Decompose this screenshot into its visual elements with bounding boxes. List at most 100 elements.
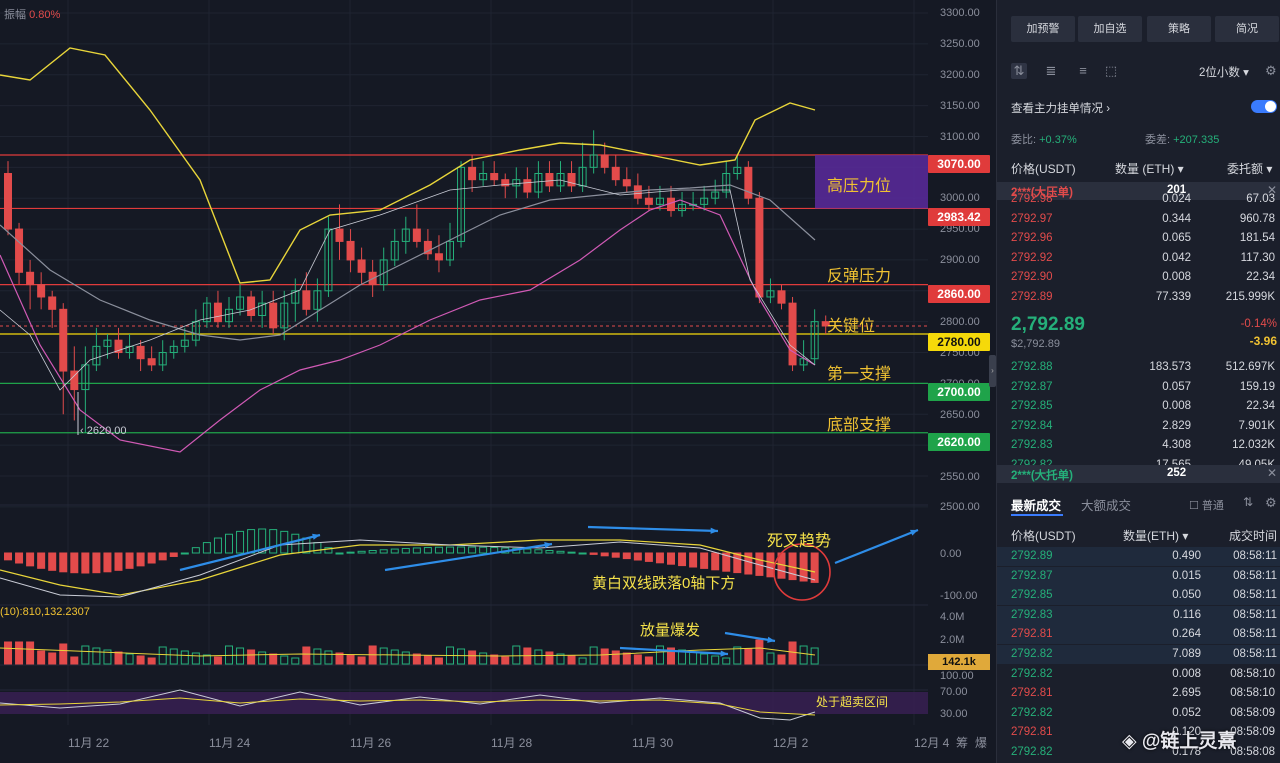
panel-top-strip <box>997 0 1280 8</box>
price-axis-tick: 3200.00 <box>940 68 980 81</box>
volume-bar <box>357 656 366 665</box>
main-order-toggle[interactable] <box>1251 100 1277 113</box>
trade-time: 08:58:11 <box>1233 550 1277 562</box>
col-amount-header[interactable]: 委托额 ▾ <box>1227 162 1273 176</box>
trade-time: 08:58:11 <box>1233 608 1277 621</box>
candle-body <box>611 166 620 181</box>
col-price-header: 价格(USDT) <box>1011 162 1076 176</box>
volume-bar <box>114 651 123 665</box>
add-watchlist-button[interactable]: 加自选 <box>1078 16 1142 42</box>
macd-bar <box>379 549 388 554</box>
orderbook-row[interactable]: 2792.84 2.829 7.901K <box>1011 417 1275 436</box>
macd-bar <box>733 552 742 574</box>
expand-icon[interactable]: ⬚ <box>1104 63 1118 78</box>
label-key-level: 关键位 <box>827 318 876 335</box>
volume-bar <box>15 641 24 665</box>
trade-time: 08:58:10 <box>1230 667 1275 680</box>
candle-body <box>434 253 443 261</box>
candle-body <box>788 302 797 366</box>
trade-time: 08:58:11 <box>1233 569 1277 582</box>
filter-normal-checkbox[interactable]: ☐ 普通 <box>1189 500 1224 512</box>
big-ask-row[interactable]: 2***(大压单) 201 ✕ <box>997 182 1280 200</box>
sort-icon[interactable]: ⇅ <box>1243 495 1254 509</box>
tab-latest-trades[interactable]: 最新成交 <box>1011 499 1062 513</box>
kline-chart[interactable] <box>0 0 996 763</box>
candle-body <box>247 296 256 316</box>
candle-body <box>777 290 786 304</box>
volume-bar <box>733 646 742 665</box>
trade-row: 2792.81 0.264 08:58:11 <box>997 625 1280 645</box>
price-axis-tick: 2500.00 <box>940 501 980 514</box>
volume-bar <box>512 645 521 665</box>
orderbook-row[interactable]: 2792.92 0.042 117.30 <box>1011 249 1275 268</box>
precision-select[interactable]: 2位小数 ▾ <box>1199 64 1249 80</box>
volume-ma-line <box>0 647 816 657</box>
tab-large-trades[interactable]: 大额成交 <box>1081 499 1132 513</box>
orderbook-row[interactable]: 2792.85 0.008 22.34 <box>1011 397 1275 416</box>
orderbook-bids-icon[interactable]: ≣ <box>1045 63 1057 78</box>
last-price-usd: $2,792.89 <box>1011 338 1060 350</box>
orderbook-both-icon[interactable]: ⇅ <box>1011 63 1027 79</box>
date-axis-tick: 11月 28 <box>491 736 533 750</box>
candle-body <box>103 339 112 347</box>
strategy-button[interactable]: 策略 <box>1147 16 1211 42</box>
trade-price: 2792.87 <box>1011 569 1053 582</box>
add-alert-button[interactable]: 加预警 <box>1011 16 1075 42</box>
close-icon[interactable]: ✕ <box>1267 183 1278 197</box>
orderbook-row[interactable]: 2792.97 0.344 960.78 <box>1011 210 1275 229</box>
volume-bar <box>180 650 189 665</box>
orderbook-row[interactable]: 2792.83 4.308 12.032K <box>1011 436 1275 455</box>
volume-bar <box>556 653 565 665</box>
bid-diff-value: +207.335 <box>1173 134 1220 146</box>
candle-body <box>722 173 731 193</box>
chart-area[interactable]: 振幅 0.80% 3300.00 3250.00 3200.00 3150.00 310… <box>0 0 996 763</box>
volume-bar <box>600 648 609 665</box>
macd-bar <box>302 537 311 554</box>
row-price: 2792.92 <box>1011 251 1053 264</box>
orderbook-asks-icon[interactable]: ≡ <box>1079 63 1087 78</box>
trade-qty: 0.264 <box>1172 628 1201 641</box>
date-axis-extra-1: 筹 <box>956 736 969 750</box>
trade-col-qty[interactable]: 数量(ETH) ▾ <box>1123 529 1189 543</box>
date-axis-extra-2: 爆 <box>975 736 988 750</box>
orderbook-row[interactable]: 2792.96 0.065 181.54 <box>1011 229 1275 248</box>
row-price: 2792.90 <box>1011 271 1053 283</box>
order-panel: 加预警 加自选 策略 简况 ⇅ ≣ ≡ ⬚ 2位小数 ▾ ⚙ 查看主力挂单情况 … <box>996 0 1280 763</box>
candle-body <box>678 203 687 212</box>
orderbook-row[interactable]: 2792.98 0.024 67.03 <box>1011 190 1275 209</box>
volume-bar <box>335 652 344 665</box>
candle-body <box>302 290 311 310</box>
macd-axis-zero: 0.00 <box>940 548 962 560</box>
macd-bar <box>368 550 377 554</box>
volume-bar <box>136 655 145 665</box>
macd-bar <box>236 530 245 554</box>
volume-bar <box>667 647 675 665</box>
orderbook-row[interactable]: 2792.89 77.339 215.999K <box>1011 288 1275 307</box>
volume-axis-top: 4.0M <box>940 611 965 623</box>
macd-dif-line <box>0 539 816 598</box>
row-qty: 4.308 <box>1162 439 1191 451</box>
macd-bar <box>567 551 576 554</box>
col-qty-header[interactable]: 数量 (ETH) ▾ <box>1115 162 1184 176</box>
rsi-band <box>0 692 928 714</box>
volume-bar <box>258 651 267 665</box>
overview-button[interactable]: 简况 <box>1215 16 1279 42</box>
big-bid-row[interactable]: 2***(大托单) 252 ✕ <box>997 465 1280 483</box>
candle-body <box>600 154 609 168</box>
orderbook-row[interactable]: 2792.90 0.008 22.34 <box>1011 268 1275 287</box>
orderbook-row[interactable]: 2792.87 0.057 159.19 <box>1011 378 1275 397</box>
volume-bar <box>655 645 664 665</box>
big-bid-label: 2***(大托单) <box>1011 470 1073 482</box>
collapse-panel-handle[interactable]: › <box>989 355 996 387</box>
row-amount: 22.34 <box>1246 400 1275 412</box>
row-price: 2792.83 <box>1011 439 1053 451</box>
settings-icon[interactable]: ⚙ <box>1265 63 1277 78</box>
settings-icon[interactable]: ⚙ <box>1265 495 1277 510</box>
orderbook-row[interactable]: 2792.88 183.573 512.697K <box>1011 358 1275 377</box>
candle-body <box>401 228 410 242</box>
row-price: 2792.97 <box>1011 212 1053 225</box>
macd-bar <box>655 552 664 564</box>
trend-arrow <box>384 542 553 572</box>
close-icon[interactable]: ✕ <box>1267 466 1278 480</box>
trade-price: 2792.85 <box>1011 589 1053 602</box>
